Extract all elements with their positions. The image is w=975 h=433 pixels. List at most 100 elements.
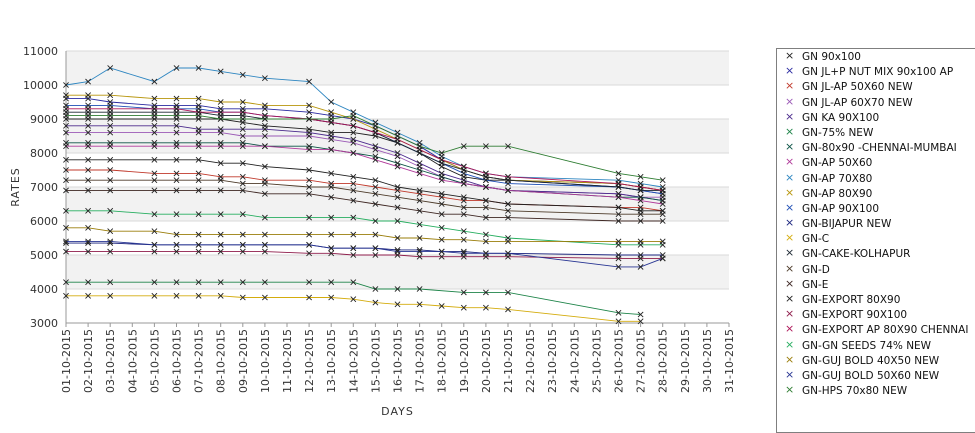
data-point-marker — [350, 187, 357, 194]
data-point-marker — [173, 105, 180, 112]
legend-label: GN-EXPORT 80X90 — [802, 294, 901, 306]
data-point-marker — [328, 231, 335, 238]
data-point-marker — [173, 143, 180, 150]
x-tick-label: 17-10-2015 — [414, 329, 427, 393]
data-point-marker — [438, 248, 445, 255]
data-point-marker — [306, 146, 313, 153]
data-point-marker — [173, 170, 180, 177]
data-point-marker — [107, 112, 114, 119]
series-17 — [63, 248, 666, 262]
data-point-marker — [239, 143, 246, 150]
data-point-marker — [151, 279, 158, 286]
series-line — [66, 115, 663, 181]
data-point-marker — [615, 180, 622, 187]
data-point-marker — [438, 236, 445, 243]
legend-entry: × GN-GUJ BOLD 50X60 NEW — [777, 368, 975, 383]
data-point-marker — [482, 238, 489, 245]
data-point-marker — [416, 286, 423, 292]
data-point-marker — [482, 250, 489, 257]
data-point-marker — [151, 129, 158, 136]
data-point-marker — [328, 250, 335, 257]
x-tick-label: 27-10-2015 — [635, 329, 648, 393]
data-point-marker — [372, 143, 379, 150]
data-point-marker — [85, 78, 92, 85]
data-point-marker — [63, 238, 69, 245]
series-line — [66, 145, 663, 205]
data-point-marker — [195, 231, 202, 238]
data-point-marker — [151, 228, 158, 235]
legend-label: GN-AP 70X80 — [802, 172, 873, 185]
data-point-marker — [195, 279, 202, 286]
data-point-marker — [416, 221, 423, 228]
data-point-marker — [306, 241, 313, 248]
data-point-marker — [637, 173, 644, 180]
data-point-marker — [350, 245, 357, 252]
data-point-marker — [63, 177, 69, 184]
data-point-marker — [637, 218, 644, 224]
data-point-marker — [482, 214, 489, 221]
data-point-marker — [151, 78, 158, 85]
y-tick-label: 7000 — [30, 181, 58, 194]
data-point-marker — [328, 170, 335, 177]
grid-band — [66, 255, 729, 289]
data-point-marker — [107, 177, 114, 184]
data-point-marker — [328, 279, 335, 286]
y-tick-label: 6000 — [30, 215, 58, 228]
data-point-marker — [63, 156, 69, 163]
data-point-marker — [482, 289, 489, 296]
y-tick-label: 9000 — [30, 113, 58, 126]
data-point-marker — [615, 238, 622, 245]
data-point-marker — [328, 133, 335, 139]
series-20 — [63, 224, 666, 245]
legend-entry: × GN-80x90 -CHENNAI-MUMBAI — [777, 140, 975, 155]
x-tick-label: 31-10-2015 — [723, 329, 736, 393]
data-point-marker — [372, 190, 379, 197]
data-point-marker — [173, 248, 180, 255]
legend-entry: × GN-BIJAPUR NEW — [777, 216, 975, 231]
data-point-marker — [173, 211, 180, 218]
data-point-marker — [239, 211, 246, 218]
legend-marker-icon: × — [785, 109, 795, 123]
data-point-marker — [460, 143, 467, 150]
data-point-marker — [107, 105, 114, 112]
data-point-marker — [151, 112, 158, 119]
data-point-marker — [416, 207, 423, 214]
data-point-marker — [217, 160, 224, 167]
data-point-marker — [151, 187, 158, 194]
data-point-marker — [306, 190, 313, 197]
data-point-marker — [328, 245, 335, 252]
data-point-marker — [372, 245, 379, 252]
data-point-marker — [261, 190, 268, 197]
data-point-marker — [261, 294, 268, 301]
legend-marker-icon: × — [785, 292, 795, 305]
data-point-marker — [372, 177, 379, 184]
legend-marker-icon: × — [785, 185, 795, 199]
legend-marker-icon: × — [785, 261, 795, 275]
data-point-marker — [394, 301, 401, 308]
data-point-marker — [173, 122, 180, 129]
data-point-marker — [85, 224, 92, 231]
x-tick-label: 10-10-2015 — [259, 329, 272, 393]
legend-label: GN-AP 90X100 — [802, 202, 879, 215]
series-line — [66, 227, 663, 242]
y-tick-label: 8000 — [30, 147, 58, 160]
data-point-marker — [151, 156, 158, 163]
data-point-marker — [350, 279, 357, 286]
series-16 — [63, 156, 666, 214]
series-line — [66, 189, 663, 222]
data-point-marker — [350, 252, 357, 258]
data-point-marker — [659, 218, 666, 224]
legend-label: GN-BIJAPUR NEW — [802, 218, 892, 231]
legend-marker-icon: × — [785, 200, 795, 214]
legend-marker-icon: × — [785, 64, 795, 78]
data-point-marker — [438, 253, 445, 260]
legend-marker-icon: × — [785, 276, 795, 290]
series-line — [66, 240, 663, 268]
data-point-marker — [615, 255, 622, 262]
data-point-marker — [173, 65, 180, 71]
data-point-marker — [350, 136, 357, 143]
legend-entry: × GN KA 90X100 — [777, 110, 975, 125]
chart-legend: × GN 90x100 × GN JL+P NUT MIX 90x100 AP × GN … — [776, 48, 975, 433]
data-point-marker — [460, 250, 467, 257]
data-point-marker — [394, 163, 401, 170]
